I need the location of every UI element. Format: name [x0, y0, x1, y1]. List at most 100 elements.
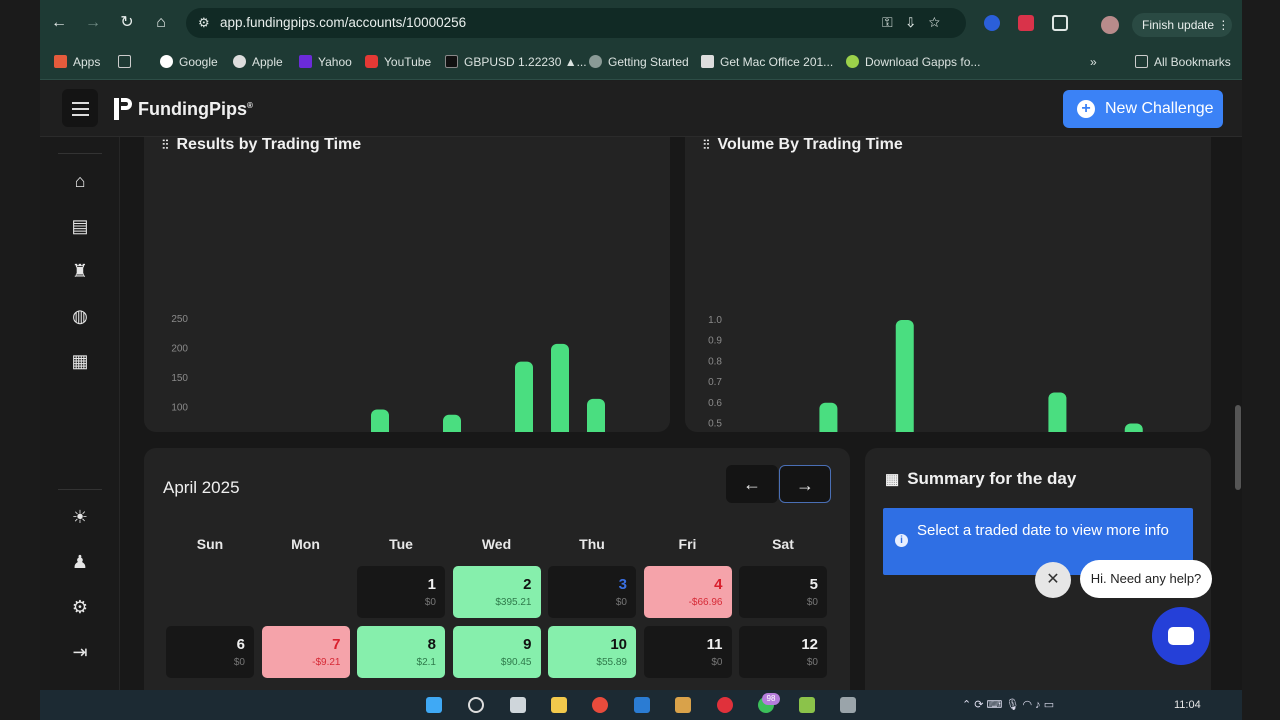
extension-p-icon[interactable] — [1018, 15, 1034, 31]
calendar-day-11[interactable]: 11 $0 — [643, 626, 732, 678]
file-explorer-icon[interactable] — [551, 697, 567, 713]
chat-launcher-button[interactable] — [1152, 607, 1210, 665]
calendar-day-8[interactable]: 8 $2.1 — [357, 626, 445, 678]
win-bar — [587, 398, 605, 432]
chat-close-button[interactable]: ✕ — [1035, 562, 1071, 598]
back-icon[interactable]: ← — [51, 14, 67, 31]
calendar-day-10[interactable]: 10 $55.89 — [548, 626, 636, 678]
win-bar — [371, 409, 389, 432]
sidebar: ⌂ ▤ ♜ ◍ ▦ ☀ ♟ ⚙ ⇥ — [40, 137, 120, 690]
inbox-icon[interactable]: ▤ — [71, 216, 89, 236]
bookmark-youtube[interactable]: YouTube — [365, 55, 431, 69]
calendar-day-6[interactable]: 6 $0 — [166, 626, 254, 678]
page-scrollbar[interactable] — [1235, 405, 1241, 490]
calendar-prev-button[interactable]: ← — [726, 465, 778, 503]
bookmarks-overflow-icon[interactable]: » — [1090, 55, 1097, 69]
app-d-icon[interactable] — [717, 697, 733, 713]
weekday-header: Tue — [389, 536, 413, 552]
weekday-header: Thu — [579, 536, 605, 552]
bookmark-label: GBPUSD 1.22230 ▲... — [464, 55, 587, 69]
day-pnl: -$9.21 — [312, 657, 341, 668]
day-number: 5 — [809, 576, 818, 593]
results-chart-title-text: Results by Trading Time — [176, 137, 362, 153]
day-pnl: $0 — [806, 657, 818, 668]
users-icon[interactable]: ♟ — [71, 552, 89, 572]
bookmark-apple[interactable]: Apple — [233, 55, 283, 69]
day-number: 12 — [801, 636, 818, 653]
arrow-left-icon: ← — [743, 474, 761, 494]
sun-icon[interactable]: ☀ — [71, 507, 89, 527]
extensions-puzzle-icon[interactable] — [1052, 15, 1068, 31]
app-gray-icon[interactable] — [840, 697, 856, 713]
bookmark-gapps[interactable]: Download Gapps fo... — [846, 55, 980, 69]
arrow-right-icon: → — [796, 475, 814, 495]
logout-icon[interactable]: ⇥ — [72, 642, 88, 662]
globe-icon — [589, 55, 602, 68]
bookmark-label: Apps — [73, 55, 101, 69]
results-chart-title: ⫶⫶ Results by Trading Time — [162, 137, 361, 154]
bookmark-label: All Bookmarks — [1154, 55, 1231, 69]
day-pnl: $0 — [615, 597, 627, 608]
chrome-icon[interactable] — [592, 697, 608, 713]
calendar-day-2[interactable]: 2 $395.21 — [452, 566, 541, 618]
url-tools-icons[interactable]: ⚿⇩☆ — [882, 14, 954, 30]
calendar-next-button[interactable]: → — [779, 465, 831, 503]
new-challenge-button[interactable]: + New Challenge — [1063, 90, 1223, 128]
extension-shield-icon[interactable] — [984, 15, 1000, 31]
chart-bars-icon: ⫶⫶ — [703, 137, 710, 152]
profile-avatar[interactable] — [1101, 16, 1119, 34]
calendar-day-5[interactable]: 5 $0 — [739, 566, 827, 618]
bookmark-google[interactable]: Google — [160, 55, 218, 69]
calendar-day-9[interactable]: 9 $90.45 — [452, 626, 541, 678]
bookmark-grid[interactable] — [118, 55, 137, 69]
app-icon[interactable] — [675, 697, 691, 713]
fundingpips-logo-icon — [114, 98, 132, 120]
search-icon[interactable] — [468, 697, 484, 713]
task-view-icon[interactable] — [510, 697, 526, 713]
reload-icon[interactable]: ↻ — [120, 14, 134, 31]
summary-title-text: Summary for the day — [907, 469, 1077, 488]
weekday-header: Wed — [481, 536, 512, 552]
bluetooth-icon[interactable] — [634, 697, 650, 713]
menu-icon[interactable] — [62, 89, 98, 127]
day-number: 11 — [706, 636, 723, 653]
chat-greeting[interactable]: Hi. Need any help? — [1080, 560, 1212, 598]
forward-icon[interactable]: → — [85, 14, 101, 31]
settings-icon[interactable]: ⚙ — [71, 597, 89, 617]
new-challenge-label: New Challenge — [1105, 100, 1214, 117]
calendar-day-1[interactable]: 1 $0 — [357, 566, 445, 618]
bookmark-apps[interactable]: Apps — [54, 55, 100, 69]
day-number: 8 — [427, 636, 436, 653]
bookmark-label: Getting Started — [608, 55, 689, 69]
home-icon[interactable]: ⌂ — [156, 14, 166, 31]
volume-bar — [819, 402, 838, 432]
windows-taskbar: 98 ⌃ ⟳ ⌨ 🎙 ◠ ♪ ▭ 11:04 — [40, 690, 1242, 720]
site-info-icon[interactable]: ⚙ — [198, 15, 210, 30]
start-icon[interactable] — [426, 697, 442, 713]
y-tick-label: 0.5 — [708, 419, 722, 430]
weekday-header: Fri — [678, 536, 697, 552]
bookmark-all[interactable]: All Bookmarks — [1135, 55, 1231, 69]
calendar-day-12[interactable]: 12 $0 — [739, 626, 827, 678]
calendar-day-3[interactable]: 3 $0 — [548, 566, 636, 618]
tray-icons[interactable]: ⌃ ⟳ ⌨ 🎙 ◠ ♪ ▭ — [962, 699, 1055, 711]
calendar-day-4[interactable]: 4 -$66.96 — [643, 566, 732, 618]
calendar-icon[interactable]: ▦ — [71, 351, 89, 371]
bookmark-getting-started[interactable]: Getting Started — [589, 55, 689, 69]
trophy-icon[interactable]: ♜ — [71, 261, 89, 281]
day-number: 1 — [427, 576, 436, 593]
finish-update-button[interactable]: Finish update ⋮ — [1132, 13, 1232, 37]
bookmark-yahoo[interactable]: Yahoo — [299, 55, 352, 69]
globe-icon[interactable]: ◍ — [72, 306, 88, 326]
bookmark-label: Get Mac Office 201... — [720, 55, 834, 69]
summary-info-text: Select a traded date to view more info — [917, 522, 1169, 539]
home-icon[interactable]: ⌂ — [74, 171, 86, 191]
tradingview-icon — [445, 55, 458, 68]
volume-chart-card: ⫶⫶ Volume By Trading Time 1.0 0.9 0.8 0.7 0.6… — [685, 137, 1211, 432]
bookmark-gbpusd[interactable]: GBPUSD 1.22230 ▲... — [445, 55, 587, 69]
address-bar[interactable]: ⚙ app.fundingpips.com/accounts/10000256 … — [186, 8, 966, 38]
calendar-day-7[interactable]: 7 -$9.21 — [261, 626, 350, 678]
volume-chart-title: ⫶⫶ Volume By Trading Time — [703, 137, 903, 154]
bookmark-mac-office[interactable]: Get Mac Office 201... — [701, 55, 833, 69]
app-green-icon[interactable] — [799, 697, 815, 713]
